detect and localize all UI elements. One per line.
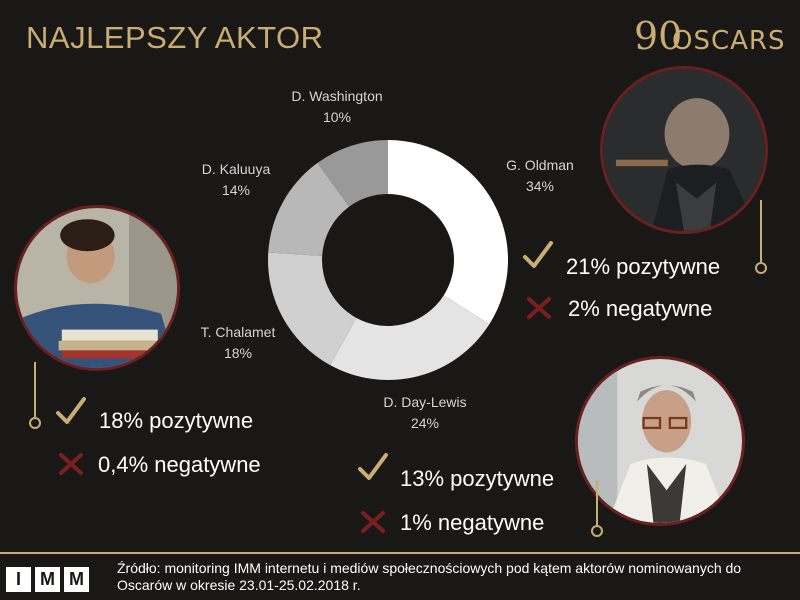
oldman-positive: 21% pozytywne — [566, 254, 721, 279]
check-icon — [56, 397, 86, 424]
page-title: NAJLEPSZY AKTOR — [26, 20, 324, 55]
slice-name: D. Washington — [291, 88, 383, 104]
slice-name: G. Oldman — [506, 157, 574, 173]
oscars-logo: 90 OSCARS — [634, 14, 786, 58]
donut-slice-t-chalamet — [268, 252, 357, 366]
chalamet-negative: 0,4% negatywne — [98, 452, 261, 477]
chalamet-photo — [14, 205, 180, 371]
check-icon — [358, 453, 388, 480]
logo-letter: I — [6, 567, 31, 592]
donut-slice-d-washington — [317, 140, 388, 207]
logo-text: OSCARS — [672, 26, 786, 56]
daylewis-negative: 1% negatywne — [400, 510, 545, 535]
slice-label-daylewis: D. Day-Lewis 24% — [355, 392, 495, 434]
slice-label-kaluuya: D. Kaluuya 14% — [166, 159, 306, 201]
chalamet-connector-dot — [29, 417, 41, 429]
logo-letter: M — [64, 567, 89, 592]
slice-label-chalamet: T. Chalamet 18% — [168, 322, 308, 364]
footer-divider — [0, 552, 800, 554]
donut-slice-d-kaluuya — [268, 162, 350, 256]
cross-icon — [361, 511, 385, 533]
slice-name: T. Chalamet — [200, 324, 276, 340]
cross-icon — [59, 453, 83, 475]
daylewis-connector-dot — [591, 525, 603, 537]
oldman-connector-dot — [755, 262, 767, 274]
daylewis-positive: 13% pozytywne — [400, 466, 555, 491]
chalamet-positive: 18% pozytywne — [99, 408, 254, 433]
slice-name: D. Kaluuya — [201, 161, 271, 177]
oldman-photo — [600, 66, 768, 234]
cross-icon — [527, 297, 551, 319]
slice-value: 10% — [322, 109, 352, 125]
daylewis-connector — [596, 480, 598, 526]
slice-value: 34% — [525, 178, 555, 194]
slice-value: 18% — [223, 345, 253, 361]
logo-letter: M — [35, 567, 60, 592]
daylewis-photo — [575, 356, 745, 526]
check-icon — [523, 241, 553, 268]
logo-number: 90 — [634, 14, 683, 58]
oldman-connector — [760, 200, 762, 262]
oldman-negative: 2% negatywne — [568, 296, 713, 321]
slice-label-washington: D. Washington 10% — [267, 86, 407, 128]
slice-label-oldman: G. Oldman 34% — [470, 155, 610, 197]
source-note: Źródło: monitoring IMM internetu i medió… — [117, 560, 742, 593]
donut-slice-g-oldman — [388, 140, 509, 325]
slice-value: 14% — [221, 182, 251, 198]
donut-slice-d-day-lewis — [330, 295, 490, 381]
slice-name: D. Day-Lewis — [383, 394, 467, 410]
imm-logo: I M M — [6, 567, 89, 592]
chalamet-connector — [34, 362, 36, 418]
slice-value: 24% — [410, 415, 440, 431]
